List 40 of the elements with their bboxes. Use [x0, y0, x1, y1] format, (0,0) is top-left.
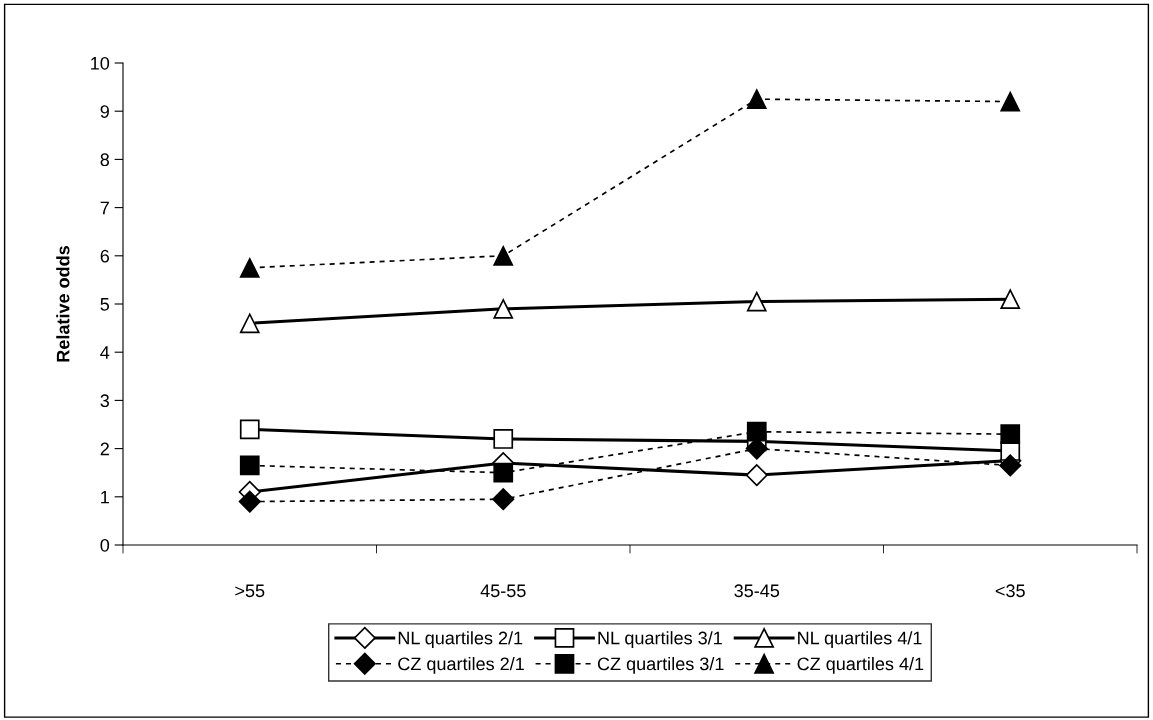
x-tick-label: <35 — [995, 584, 1025, 598]
y-axis-title: Relative odds — [56, 246, 70, 362]
y-tick-label: 4 — [100, 346, 110, 359]
point — [1000, 91, 1021, 112]
point — [1000, 424, 1021, 445]
point — [239, 455, 260, 476]
legend-label: NL quartiles 3/1 — [598, 631, 722, 648]
point — [238, 490, 261, 513]
y-tick-label: 1 — [101, 490, 109, 504]
legend-label: NL quartiles 4/1 — [798, 631, 922, 648]
point — [493, 462, 514, 483]
point — [492, 488, 515, 511]
point — [493, 298, 514, 319]
legend-label: NL quartiles 2/1 — [398, 631, 523, 648]
x-tick-label: >55 — [235, 584, 265, 598]
y-tick-label: 0 — [100, 538, 110, 552]
point — [493, 245, 514, 266]
point — [239, 257, 260, 278]
y-tick-label: 9 — [100, 105, 109, 118]
y-tick-label: 5 — [100, 298, 110, 311]
y-tick-label: 3 — [100, 394, 110, 408]
x-tick-label: 45-55 — [480, 584, 526, 598]
y-tick-label: 6 — [100, 249, 110, 263]
point — [999, 454, 1022, 477]
y-tick-label: 7 — [100, 201, 109, 215]
point — [239, 419, 260, 440]
x-tick-label: 35-45 — [734, 584, 780, 598]
point — [746, 421, 767, 442]
point — [746, 89, 767, 110]
point — [745, 464, 768, 487]
legend-label: CZ quartiles 2/1 — [398, 657, 524, 674]
y-tick-label: 10 — [91, 56, 110, 70]
point — [493, 429, 514, 449]
legend-label: CZ quartiles 4/1 — [797, 657, 924, 674]
point — [746, 291, 767, 312]
legend-label: CZ quartiles 3/1 — [597, 657, 724, 674]
point — [239, 313, 260, 334]
y-tick-label: 8 — [100, 153, 110, 167]
point — [1000, 289, 1021, 310]
y-tick-label: 2 — [100, 442, 109, 456]
